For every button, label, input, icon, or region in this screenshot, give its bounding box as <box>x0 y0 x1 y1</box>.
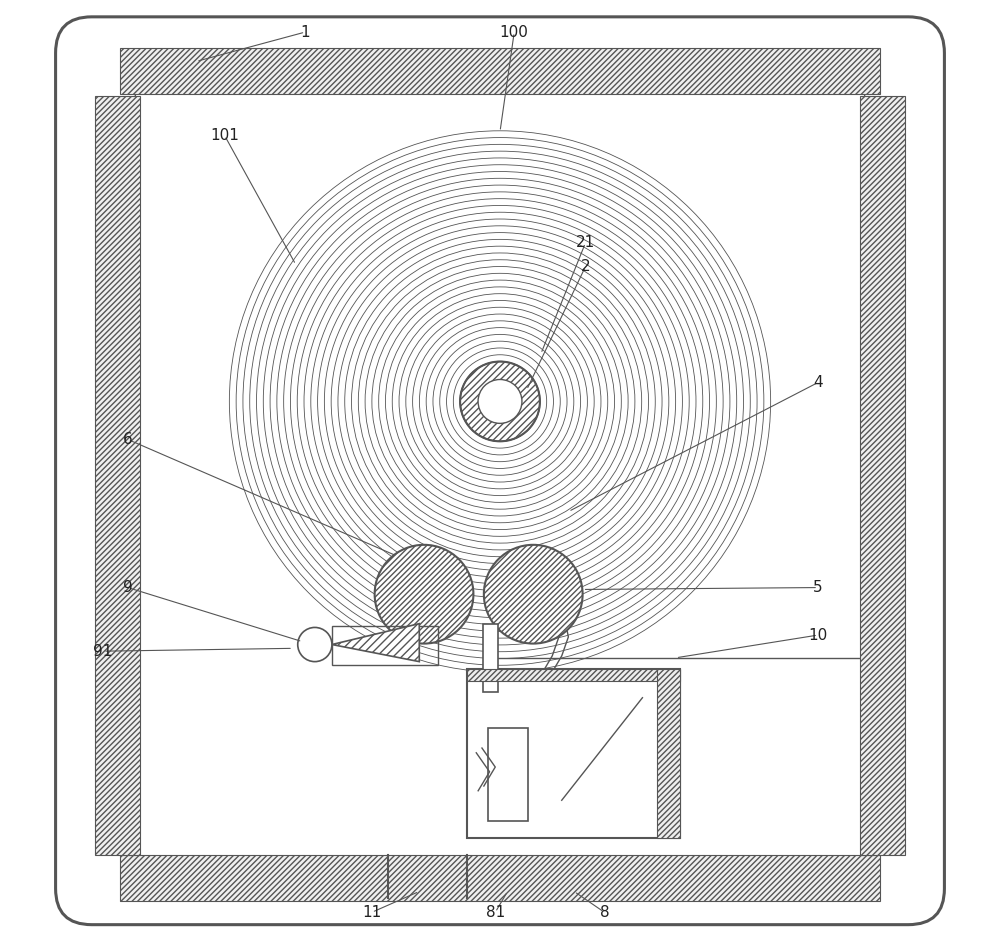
Bar <box>95 96 140 855</box>
Circle shape <box>375 545 473 644</box>
Bar <box>467 670 680 681</box>
Text: 21: 21 <box>576 235 595 250</box>
Bar <box>483 624 498 692</box>
FancyBboxPatch shape <box>56 17 944 924</box>
Text: 8: 8 <box>600 904 609 920</box>
Text: 6: 6 <box>123 432 133 447</box>
Bar <box>488 728 528 821</box>
Text: 100: 100 <box>500 25 529 40</box>
Text: 91: 91 <box>93 644 113 659</box>
Text: 81: 81 <box>486 904 505 920</box>
Bar <box>467 670 680 838</box>
Text: 9: 9 <box>123 580 133 595</box>
Bar <box>120 49 880 94</box>
Text: 2: 2 <box>581 259 590 274</box>
Polygon shape <box>332 624 419 662</box>
Text: 5: 5 <box>813 580 823 595</box>
Text: 1: 1 <box>301 25 310 40</box>
Text: 11: 11 <box>362 904 381 920</box>
Circle shape <box>460 361 540 441</box>
Bar <box>657 670 680 838</box>
Circle shape <box>484 545 583 644</box>
Bar <box>332 626 438 666</box>
FancyBboxPatch shape <box>135 87 865 861</box>
Circle shape <box>298 628 332 662</box>
Bar <box>120 855 880 901</box>
Bar <box>860 96 905 855</box>
Circle shape <box>478 379 522 423</box>
Text: 10: 10 <box>808 628 828 643</box>
Text: 4: 4 <box>813 375 823 390</box>
Text: 101: 101 <box>210 128 239 143</box>
